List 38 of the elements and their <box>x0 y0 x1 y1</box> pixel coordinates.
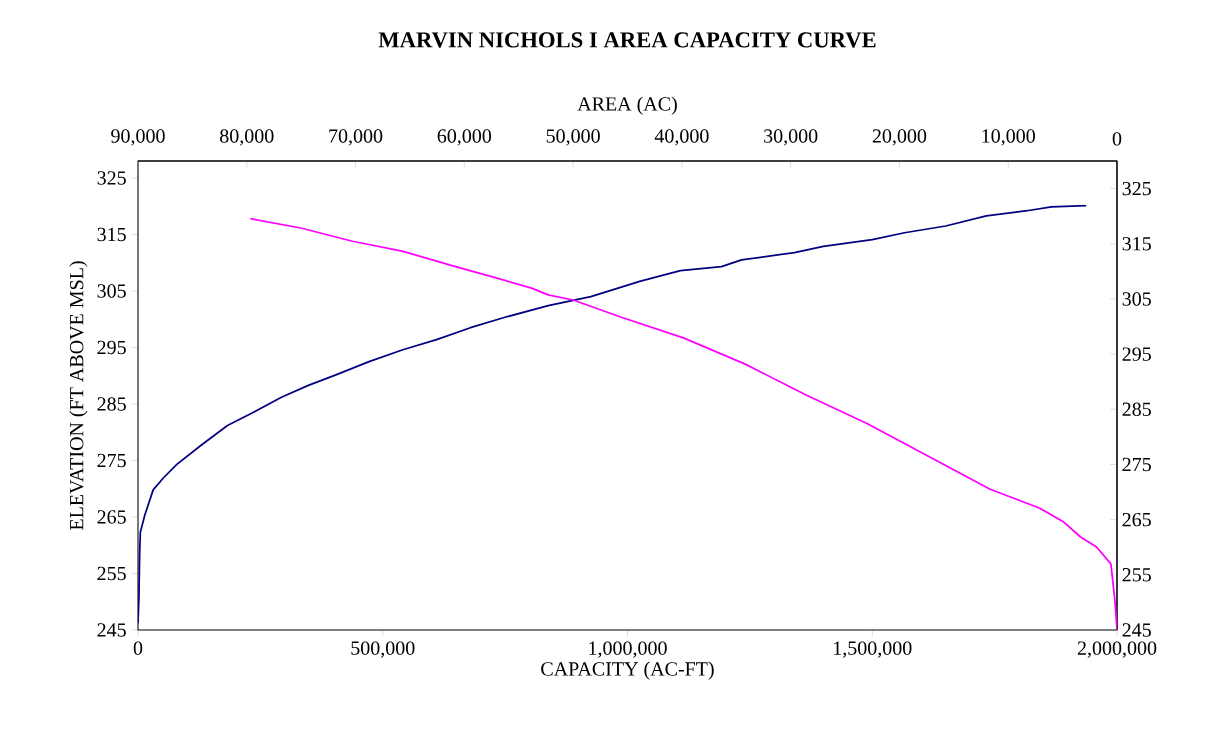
x2-tick-label: 10,000 <box>982 129 1035 146</box>
x2-tick-label: 20,000 <box>872 129 927 146</box>
x2-tick-label: 50,000 <box>546 129 600 146</box>
y-axis-title: ELEVATION (FT ABOVE MSL) <box>69 261 88 531</box>
y-tick-label: 245 <box>97 623 126 637</box>
x-tick-label: 2,000,000 <box>1077 641 1157 658</box>
x2-tick-label: 0 <box>1112 132 1122 146</box>
y-tick-label: 255 <box>97 566 126 581</box>
x-tick-label: 0 <box>133 641 143 655</box>
y2-tick-label: 315 <box>1122 237 1151 251</box>
y2-tick-label: 265 <box>1122 512 1151 527</box>
x2-axis-title: AREA (AC) <box>577 96 677 115</box>
y-tick-label: 325 <box>97 171 126 185</box>
y-tick-label: 275 <box>97 453 126 468</box>
x2-tick-label: 30,000 <box>764 129 818 146</box>
y-tick-label: 285 <box>97 397 126 411</box>
y-tick-label: 305 <box>97 284 126 298</box>
x2-tick-label: 40,000 <box>654 129 709 146</box>
y2-tick-label: 285 <box>1122 402 1151 417</box>
x2-tick-label: 80,000 <box>220 129 274 146</box>
y2-tick-label: 255 <box>1122 568 1151 582</box>
chart-title: MARVIN NICHOLS I AREA CAPACITY CURVE <box>378 32 876 48</box>
x2-tick-label: 70,000 <box>329 129 383 146</box>
x-tick-label: 500,000 <box>351 641 415 658</box>
x-tick-label: 1,500,000 <box>834 641 912 658</box>
y2-tick-label: 245 <box>1122 623 1151 637</box>
y-tick-label: 265 <box>97 510 126 524</box>
y2-tick-label: 295 <box>1122 347 1151 361</box>
y-tick-label: 315 <box>97 227 126 242</box>
x-axis-title: CAPACITY (AC-FT) <box>541 661 714 680</box>
y2-tick-label: 325 <box>1122 181 1151 196</box>
y2-tick-label: 275 <box>1122 457 1151 472</box>
x-tick-label: 1,000,000 <box>589 641 667 658</box>
y2-tick-label: 305 <box>1122 292 1151 306</box>
x2-tick-label: 90,000 <box>111 129 165 146</box>
y-tick-label: 295 <box>97 340 126 355</box>
x2-tick-label: 60,000 <box>437 129 492 146</box>
line-series <box>138 204 1088 625</box>
